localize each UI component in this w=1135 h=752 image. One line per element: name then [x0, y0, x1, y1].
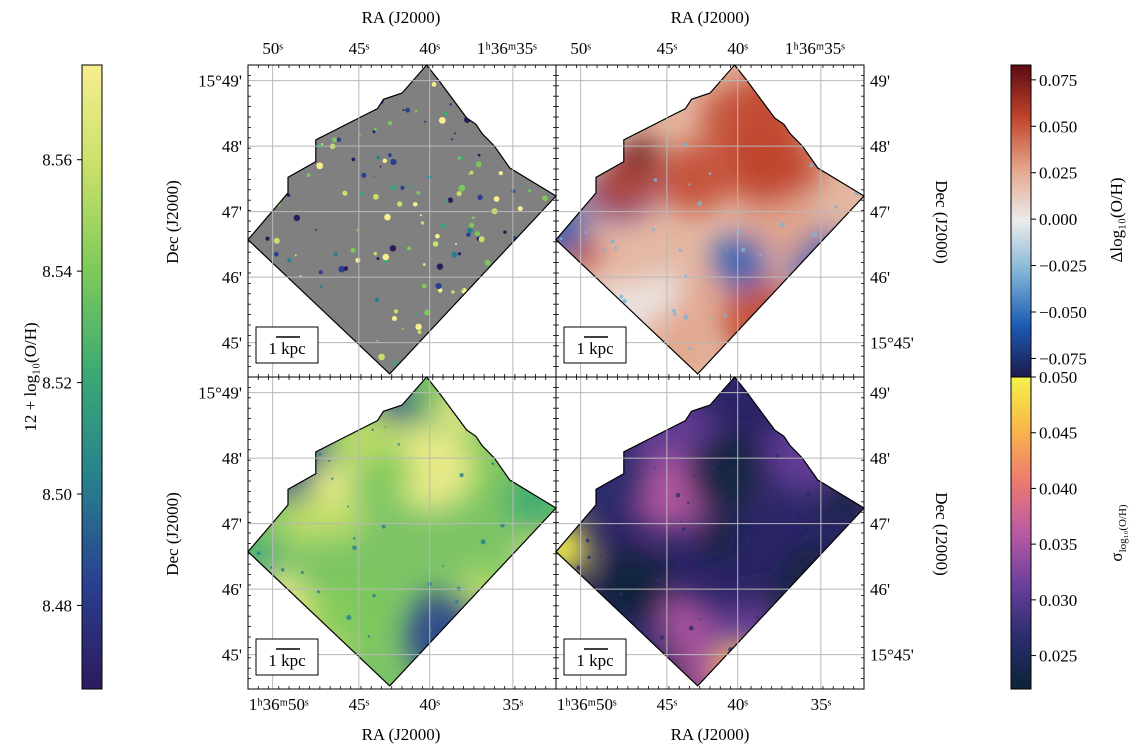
- colorbar-sigma-tick-label: 0.040: [1039, 479, 1077, 498]
- panel-bottom-right-scalebar: 1 kpc: [563, 638, 627, 676]
- panel-top-left-grid: [248, 65, 556, 377]
- colorbar-sigma-tick-label: 0.025: [1039, 647, 1077, 666]
- panel-top-left: 1 kpc: [247, 64, 557, 378]
- dec-tick-left: 46': [222, 580, 242, 599]
- panel-bottom-left-grid: [248, 377, 556, 689]
- colorbar-sigma-gradient: [1010, 376, 1032, 690]
- colorbar-sigma-subscript: log₁₀(O/H): [1117, 504, 1129, 552]
- colorbar-sigma-tick-label: 0.035: [1039, 535, 1077, 554]
- dec-tick-left: 48': [222, 449, 242, 468]
- dec-tick-left: 45': [222, 334, 242, 353]
- colorbar-delta-ticks: 0.075 0.050 0.025 0.000 −0.025 −0.050 −0.075: [1031, 71, 1087, 368]
- colorbar-metallicity-ticks: 8.48 8.50 8.52 8.54 8.56: [42, 151, 82, 615]
- colorbar-metallicity-tick-label: 8.50: [42, 485, 72, 504]
- colorbar-sigma-symbol: σ: [1107, 552, 1126, 561]
- dec-tick-right: 48': [870, 137, 890, 156]
- panel-bottom-left: 1 kpc: [247, 376, 557, 690]
- colorbar-delta-gradient: [1010, 64, 1032, 378]
- colorbar-delta-tick-label: 0.075: [1039, 71, 1077, 90]
- ra-tick-bottom: 35ˢ: [503, 695, 524, 714]
- ra-tick-top: 45ˢ: [657, 39, 678, 58]
- dec-tick-left: 47': [222, 515, 242, 534]
- colorbar-metallicity-gradient: [81, 64, 103, 690]
- panel-top-right-scalebar: 1 kpc: [563, 326, 627, 364]
- panel-top-right-ticks: [555, 64, 865, 378]
- ra-tick-bottom: 40ˢ: [727, 695, 748, 714]
- ra-tick-bottom: 45ˢ: [349, 695, 370, 714]
- panel-top-left-ticks: [247, 64, 557, 378]
- colorbar-metallicity-tick-label: 8.56: [42, 151, 72, 170]
- ra-tick-bottom: 45ˢ: [657, 695, 678, 714]
- colorbar-sigma-tick-label: 0.050: [1039, 368, 1077, 387]
- colorbar-delta: 0.075 0.050 0.025 0.000 −0.025 −0.050 −0.075 Δ…: [1010, 64, 1126, 378]
- colorbar-metallicity-tick-label: 8.54: [42, 262, 72, 281]
- colorbar-delta-tick-label: −0.025: [1039, 257, 1087, 276]
- panel-bottom-right: 1 kpc: [555, 376, 865, 690]
- colorbar-delta-tick-label: 0.000: [1039, 210, 1077, 229]
- dec-tick-left: 48': [222, 137, 242, 156]
- colorbar-sigma-label: σlog₁₀(O/H): [1107, 504, 1129, 562]
- ra-label-bottom-right: RA (J2000): [671, 725, 750, 744]
- dec-label-bottom-right: Dec (J2000): [932, 492, 951, 576]
- ra-tick-top: 45ˢ: [349, 39, 370, 58]
- panel-top-left-scalebar: 1 kpc: [255, 326, 319, 364]
- panel-bottom-right-ticks: [555, 376, 865, 690]
- ra-label-top-left: RA (J2000): [362, 8, 441, 27]
- dec-tick-right: 48': [870, 449, 890, 468]
- dec-tick-right: 15°45': [870, 334, 914, 353]
- colorbar-sigma-ticks: 0.050 0.045 0.040 0.035 0.030 0.025: [1031, 368, 1077, 666]
- dec-tick-right: 46': [870, 580, 890, 599]
- ra-tick-bottom: 1ʰ36ᵐ50ˢ: [249, 695, 309, 714]
- ra-tick-top: 40ˢ: [419, 39, 440, 58]
- ra-tick-top: 1ʰ36ᵐ35ˢ: [785, 39, 845, 58]
- scalebar-label: 1 kpc: [576, 339, 614, 358]
- colorbar-delta-tick-label: 0.050: [1039, 117, 1077, 136]
- ra-label-top-right: RA (J2000): [671, 8, 750, 27]
- colorbar-metallicity: 8.48 8.50 8.52 8.54 8.56 12 + log₁₀(O/H): [21, 64, 103, 690]
- ra-tick-top: 50ˢ: [570, 39, 591, 58]
- panel-top-right: 1 kpc: [555, 64, 865, 378]
- dec-tick-left: 46': [222, 268, 242, 287]
- dec-tick-left: 45': [222, 646, 242, 665]
- ra-label-bottom-left: RA (J2000): [362, 725, 441, 744]
- dec-tick-right: 15°45': [870, 646, 914, 665]
- colorbar-metallicity-tick-label: 8.52: [42, 374, 72, 393]
- dec-tick-right: 46': [870, 268, 890, 287]
- dec-tick-right: 47': [870, 515, 890, 534]
- dec-tick-left: 15°49': [198, 384, 242, 403]
- colorbar-sigma-tick-label: 0.045: [1039, 424, 1077, 443]
- scalebar-label: 1 kpc: [268, 651, 306, 670]
- ra-tick-bottom: 35ˢ: [811, 695, 832, 714]
- dec-label-top-right: Dec (J2000): [932, 180, 951, 264]
- colorbar-delta-label: Δlog₁₀(O/H): [1107, 177, 1126, 262]
- dec-tick-right: 49': [870, 384, 890, 403]
- ra-tick-top: 1ʰ36ᵐ35ˢ: [477, 39, 537, 58]
- dec-label-top-left: Dec (J2000): [163, 180, 182, 264]
- dec-tick-left: 47': [222, 203, 242, 222]
- ra-tick-top: 50ˢ: [262, 39, 283, 58]
- colorbar-delta-tick-label: 0.025: [1039, 164, 1077, 183]
- colorbar-metallicity-label: 12 + log₁₀(O/H): [21, 322, 40, 431]
- scalebar-label: 1 kpc: [576, 651, 614, 670]
- colorbar-sigma-tick-label: 0.030: [1039, 591, 1077, 610]
- ra-tick-top: 40ˢ: [727, 39, 748, 58]
- ra-tick-bottom: 1ʰ36ᵐ50ˢ: [557, 695, 617, 714]
- panel-bottom-left-scalebar: 1 kpc: [255, 638, 319, 676]
- dec-label-bottom-left: Dec (J2000): [163, 492, 182, 576]
- colorbar-delta-tick-label: −0.050: [1039, 303, 1087, 322]
- colorbar-metallicity-tick-label: 8.48: [42, 596, 72, 615]
- dec-tick-right: 49': [870, 72, 890, 91]
- dec-tick-right: 47': [870, 203, 890, 222]
- ra-tick-bottom: 40ˢ: [419, 695, 440, 714]
- colorbar-sigma: 0.050 0.045 0.040 0.035 0.030 0.025 σlog₁₀(O/…: [1010, 368, 1129, 690]
- scalebar-label: 1 kpc: [268, 339, 306, 358]
- colorbar-delta-tick-label: −0.075: [1039, 349, 1087, 368]
- tick-labels: 50ˢ 45ˢ 40ˢ 1ʰ36ᵐ35ˢ 50ˢ 45ˢ 40ˢ 1ʰ36ᵐ35ˢ 1ʰ36ᵐ5…: [198, 39, 914, 714]
- dec-tick-left: 15°49': [198, 72, 242, 91]
